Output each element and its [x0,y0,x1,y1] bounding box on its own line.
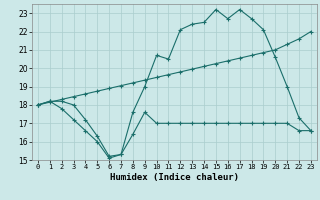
X-axis label: Humidex (Indice chaleur): Humidex (Indice chaleur) [110,173,239,182]
